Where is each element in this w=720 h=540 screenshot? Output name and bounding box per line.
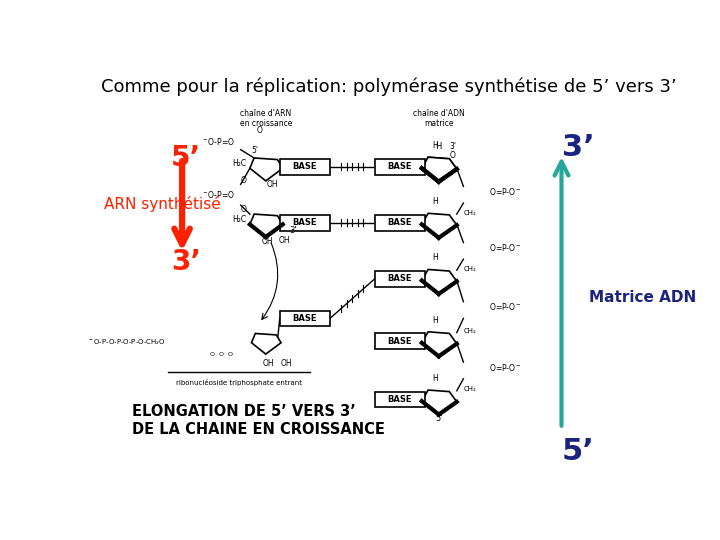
Text: ribonucléoside triphosphate entrant: ribonucléoside triphosphate entrant [176, 379, 302, 386]
Text: O=P-O$^-$: O=P-O$^-$ [489, 362, 521, 373]
Text: BASE: BASE [292, 218, 317, 227]
Text: BASE: BASE [387, 337, 412, 346]
Text: O=P-O$^-$: O=P-O$^-$ [489, 242, 521, 253]
Text: O: O [240, 176, 246, 185]
Text: 5’: 5’ [562, 437, 595, 466]
Text: 5': 5' [252, 146, 258, 155]
Text: 5’: 5’ [171, 144, 201, 172]
Text: H₂C: H₂C [233, 215, 247, 224]
Text: OH: OH [261, 237, 273, 246]
Text: $^-$O-P-O-P-O-P-O-CH₂O: $^-$O-P-O-P-O-P-O-CH₂O [88, 337, 166, 346]
Text: chaîne d'ARN
en croissance: chaîne d'ARN en croissance [240, 109, 292, 128]
Text: O=P-O$^-$: O=P-O$^-$ [489, 301, 521, 312]
Text: CH₂: CH₂ [464, 266, 477, 272]
Bar [374, 159, 425, 174]
Text: H₂C: H₂C [233, 159, 247, 168]
Text: ELONGATION DE 5’ VERS 3’
DE LA CHAINE EN CROISSANCE: ELONGATION DE 5’ VERS 3’ DE LA CHAINE EN… [132, 404, 384, 436]
Text: CH₂: CH₂ [464, 210, 477, 215]
Text: BASE: BASE [387, 162, 412, 171]
Text: OH: OH [279, 235, 290, 245]
Text: CH₂: CH₂ [464, 386, 477, 392]
Text: H: H [433, 253, 438, 262]
Polygon shape [422, 157, 456, 181]
Text: $^-$O-P=O: $^-$O-P=O [201, 189, 235, 200]
Polygon shape [422, 390, 456, 415]
Text: BASE: BASE [387, 274, 412, 284]
Text: OH: OH [281, 359, 292, 368]
Text: H: H [436, 142, 442, 151]
Text: OH: OH [266, 180, 278, 188]
Polygon shape [422, 332, 456, 356]
Text: O: O [449, 151, 455, 160]
Text: H: H [433, 141, 438, 150]
Polygon shape [422, 269, 456, 294]
Text: O: O [256, 126, 262, 135]
Text: BASE: BASE [387, 218, 412, 227]
Bar [280, 310, 330, 326]
Text: OH: OH [263, 359, 274, 368]
Text: 3': 3' [289, 226, 297, 235]
Text: Matrice ADN: Matrice ADN [590, 290, 697, 305]
Text: H: H [433, 316, 438, 325]
Bar [374, 215, 425, 231]
Text: Comme pour la réplication: polymérase synthétise de 5’ vers 3’: Comme pour la réplication: polymérase sy… [101, 77, 677, 96]
Text: O  O  O: O O O [210, 352, 233, 357]
Text: CH₂: CH₂ [464, 328, 477, 334]
Polygon shape [422, 157, 456, 181]
Bar [280, 215, 330, 231]
Text: 5': 5' [435, 414, 443, 423]
Text: BASE: BASE [292, 162, 317, 171]
Text: H: H [433, 374, 438, 383]
Text: 3’: 3’ [171, 248, 201, 276]
Text: O=P-O$^-$: O=P-O$^-$ [489, 186, 521, 197]
Text: chaîne d'ADN
matrice: chaîne d'ADN matrice [413, 109, 464, 128]
Text: H: H [433, 197, 438, 206]
Polygon shape [251, 334, 281, 354]
Text: BASE: BASE [387, 395, 412, 404]
Polygon shape [250, 158, 283, 181]
Polygon shape [250, 214, 283, 237]
Bar [374, 392, 425, 407]
Bar [280, 159, 330, 174]
Text: 3’: 3’ [562, 133, 594, 163]
Text: ARN synthétisé: ARN synthétisé [104, 196, 221, 212]
Bar [374, 333, 425, 349]
Text: O: O [240, 205, 246, 214]
Text: 3': 3' [449, 142, 456, 151]
Text: BASE: BASE [292, 314, 317, 323]
Polygon shape [422, 213, 456, 238]
Bar [374, 271, 425, 287]
Text: $^-$O-P=O: $^-$O-P=O [201, 136, 235, 147]
